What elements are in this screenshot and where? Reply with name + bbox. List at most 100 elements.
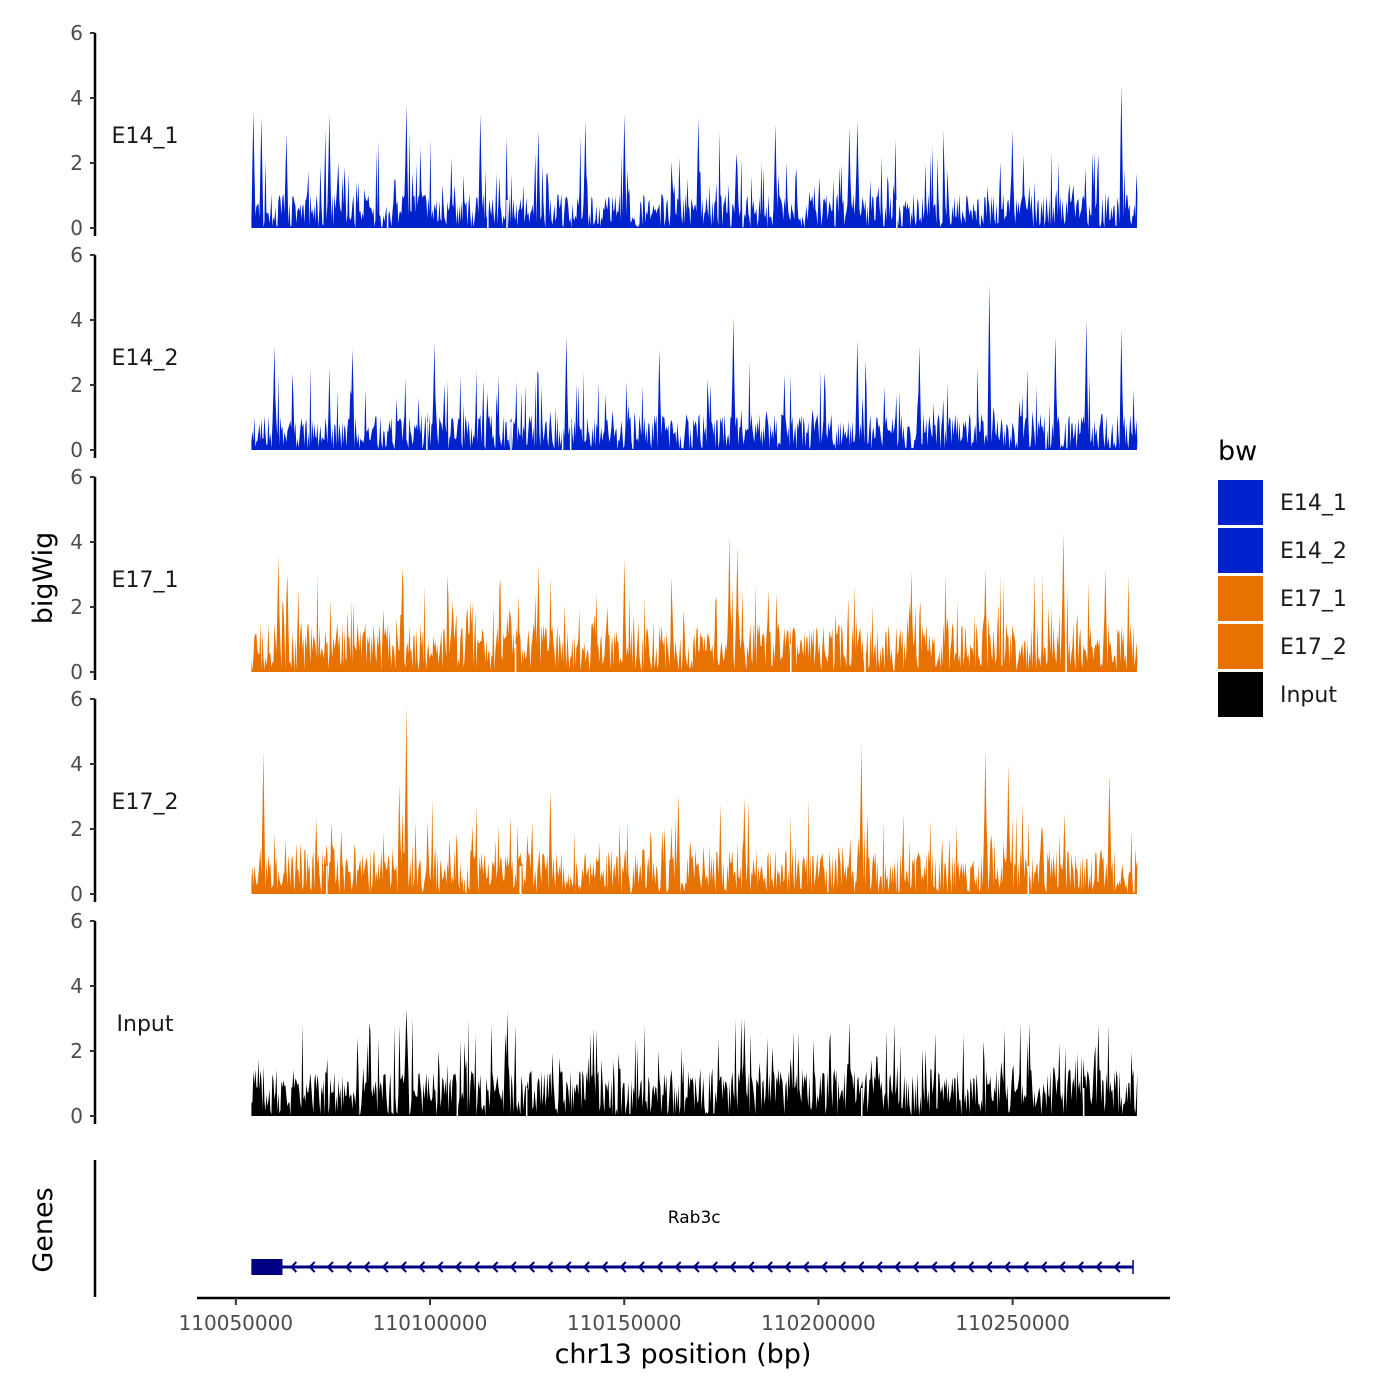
track-E14_2: 0 2 4 6 E14_2 xyxy=(70,243,1138,462)
strand-arrow xyxy=(967,1261,975,1273)
strand-arrow xyxy=(948,1261,956,1273)
strand-arrow xyxy=(491,1261,499,1273)
y-tick-label: 2 xyxy=(70,373,83,397)
y-tick-label: 2 xyxy=(70,151,83,175)
strand-arrow xyxy=(326,1261,334,1273)
x-tick-label: 110050000 xyxy=(179,1311,294,1335)
y-tick-label: 6 xyxy=(70,21,83,45)
y-tick-label: 2 xyxy=(70,595,83,619)
track-label-E14_1: E14_1 xyxy=(112,124,179,149)
gene-Rab3c: Rab3c xyxy=(251,1208,1134,1275)
strand-arrow xyxy=(838,1261,847,1273)
strand-arrow xyxy=(1040,1261,1048,1273)
strand-arrow xyxy=(692,1261,700,1273)
y-tick-label: 4 xyxy=(70,86,83,110)
strand-arrow xyxy=(820,1261,828,1273)
strand-arrow xyxy=(1095,1261,1103,1273)
legend-label: E14_2 xyxy=(1280,539,1347,564)
strand-arrow xyxy=(674,1261,682,1273)
strand-arrow xyxy=(912,1261,920,1273)
x-tick-label: 110100000 xyxy=(373,1311,488,1335)
signal-area-Input xyxy=(251,1008,1138,1116)
track-label-Input: Input xyxy=(117,1012,174,1037)
strand-arrow xyxy=(1058,1261,1066,1273)
strand-arrow xyxy=(289,1261,298,1273)
track-E17_2: 0 2 4 6 E17_2 xyxy=(70,687,1138,906)
strand-arrow xyxy=(930,1261,938,1273)
signal-area-E17_1 xyxy=(251,532,1138,672)
legend-label: E14_1 xyxy=(1280,491,1347,516)
strand-arrow xyxy=(601,1261,609,1273)
legend-swatch xyxy=(1218,624,1263,669)
strand-arrow xyxy=(784,1261,792,1273)
signal-area-E17_2 xyxy=(251,705,1138,894)
x-tick-label: 110200000 xyxy=(761,1311,876,1335)
track-label-E14_2: E14_2 xyxy=(112,346,179,371)
strand-arrow xyxy=(509,1261,517,1273)
legend-swatch xyxy=(1218,672,1263,717)
track-Input: 0 2 4 6 Input xyxy=(70,909,1138,1128)
strand-arrow xyxy=(1021,1261,1030,1273)
strand-arrow xyxy=(1113,1261,1121,1273)
signal-area-E14_2 xyxy=(251,284,1138,450)
strand-arrow xyxy=(399,1261,407,1273)
strand-arrow xyxy=(418,1261,426,1273)
strand-arrow xyxy=(472,1261,481,1273)
track-label-E17_2: E17_2 xyxy=(112,790,179,815)
legend-label: E17_2 xyxy=(1280,635,1347,660)
y-tick-label: 4 xyxy=(70,308,83,332)
x-tick-label: 110150000 xyxy=(567,1311,682,1335)
track-E17_1: 0 2 4 6 E17_1 xyxy=(70,465,1138,684)
signal-area-E14_1 xyxy=(251,85,1138,228)
gene-exon xyxy=(251,1259,283,1275)
strand-arrow xyxy=(729,1261,737,1273)
strand-arrow xyxy=(546,1261,554,1273)
strand-arrow xyxy=(344,1261,352,1273)
legend-label: Input xyxy=(1280,683,1337,708)
strand-arrow xyxy=(582,1261,590,1273)
legend-swatch xyxy=(1218,480,1263,525)
strand-arrow xyxy=(802,1261,810,1273)
strand-arrow xyxy=(381,1261,389,1273)
strand-arrow xyxy=(710,1261,718,1273)
y-tick-label: 6 xyxy=(70,909,83,933)
y-tick-label: 0 xyxy=(70,1104,83,1128)
legend-swatch xyxy=(1218,576,1263,621)
y-tick-label: 4 xyxy=(70,752,83,776)
legend-title: bw xyxy=(1218,436,1257,467)
genes-track: Genes Rab3c xyxy=(28,1160,1134,1297)
strand-arrow xyxy=(564,1261,572,1273)
legend-entry-E17_1: E17_1 xyxy=(1218,576,1347,621)
genes-track-title: Genes xyxy=(28,1187,59,1272)
y-tick-label: 6 xyxy=(70,243,83,267)
x-axis: 110050000 110100000 110150000 110200000 1102… xyxy=(179,1296,1170,1335)
track-label-E17_1: E17_1 xyxy=(112,568,179,593)
strand-arrow xyxy=(637,1261,645,1273)
strand-arrow xyxy=(893,1261,901,1273)
strand-arrow xyxy=(436,1261,444,1273)
y-tick-label: 0 xyxy=(70,882,83,906)
track-E14_1: 0 2 4 6 E14_1 xyxy=(70,21,1138,240)
legend-swatch xyxy=(1218,528,1263,573)
strand-arrow xyxy=(1076,1261,1084,1273)
strand-arrow xyxy=(875,1261,883,1273)
legend-entry-E14_1: E14_1 xyxy=(1218,480,1347,525)
y-tick-label: 6 xyxy=(70,687,83,711)
y-tick-label: 2 xyxy=(70,1039,83,1063)
strand-arrow xyxy=(857,1261,865,1273)
y-tick-label: 0 xyxy=(70,216,83,240)
strand-arrow xyxy=(655,1261,664,1273)
gene-label: Rab3c xyxy=(668,1208,721,1228)
strand-arrow xyxy=(985,1261,993,1273)
strand-arrow xyxy=(765,1261,773,1273)
x-axis-title: chr13 position (bp) xyxy=(555,1339,812,1370)
strand-arrow xyxy=(619,1261,627,1273)
legend-label: E17_1 xyxy=(1280,587,1347,612)
strand-arrow xyxy=(747,1261,755,1273)
y-tick-label: 6 xyxy=(70,465,83,489)
strand-arrow xyxy=(1003,1261,1011,1273)
y-tick-label: 0 xyxy=(70,660,83,684)
legend: bw E14_1 E14_2 E17_1 E17_2 Input xyxy=(1218,436,1347,717)
x-tick-label: 110250000 xyxy=(955,1311,1070,1335)
